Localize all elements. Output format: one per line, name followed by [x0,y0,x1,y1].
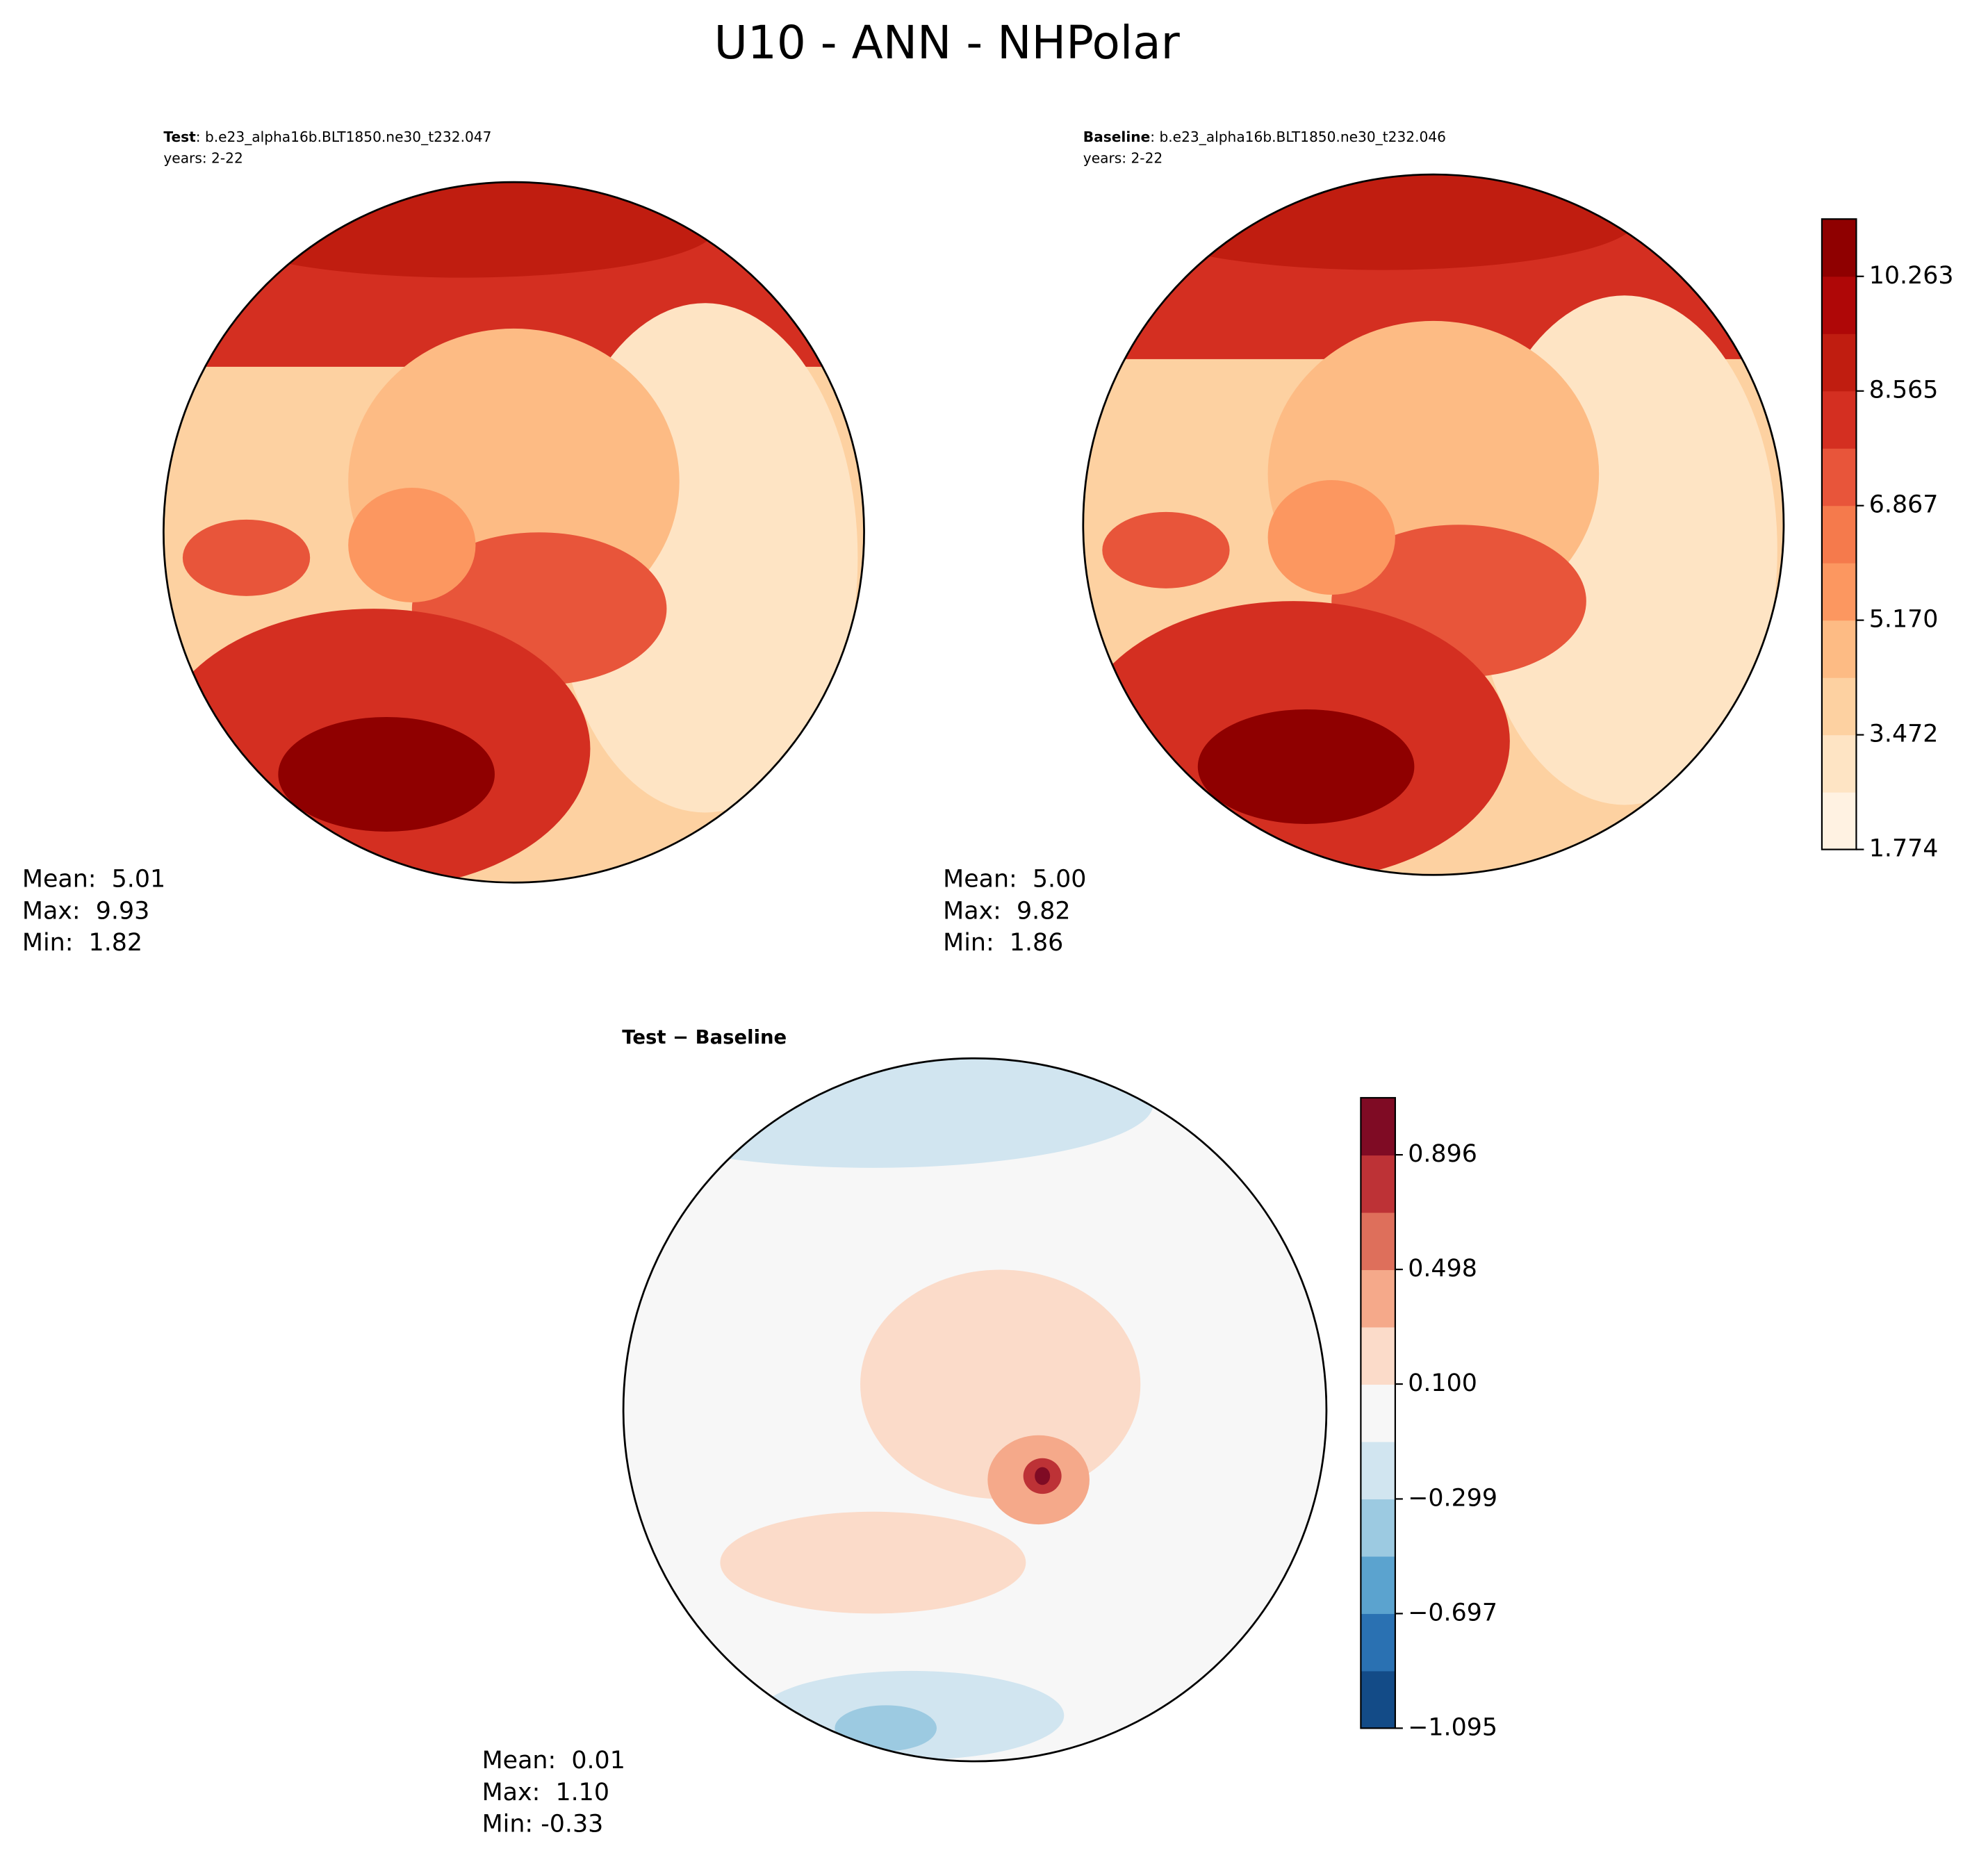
panel-stat: Mean: 5.01 [22,866,165,893]
map [163,182,864,883]
panel-years: years: 2-22 [1083,150,1163,167]
colorbar-band [1821,563,1857,621]
colorbar-band [1821,219,1857,277]
colorbar-band [1821,333,1857,392]
field-region [1197,709,1415,824]
colorbar-band [1821,390,1857,449]
field-region [208,182,718,278]
colorbar-tick-label: 10.263 [1869,262,1954,290]
map [1083,174,1784,875]
colorbar-tick-label: 8.565 [1869,377,1939,404]
colorbar-tick-label: 0.498 [1408,1255,1477,1283]
colorbar-tick-label: −0.697 [1408,1599,1497,1626]
field-region [278,716,495,832]
panel-stat: Max: 1.10 [482,1779,609,1806]
map-boundary [1082,173,1785,876]
field-region [182,519,311,596]
map-boundary [163,181,865,884]
colorbar-band [1361,1670,1395,1729]
colorbar-band [1361,1499,1395,1557]
colorbar-tick-label: 5.170 [1869,606,1939,634]
colorbar-band [1821,276,1857,334]
header-case: : b.e23_alpha16b.BLT1850.ne30_t232.047 [196,128,492,145]
field-region [720,1511,1026,1614]
colorbar-band [1361,1384,1395,1442]
colorbar-band [1361,1613,1395,1672]
colorbar-band [1821,792,1857,850]
panel-stat: Mean: 5.00 [943,866,1086,893]
header-bold: Test [163,128,196,145]
field-region [623,1058,1153,1168]
colorbar-band [1821,505,1857,563]
colorbar-frame [1360,1096,1396,1729]
colorbar-band [1821,734,1857,793]
colorbar-tick-label: 3.472 [1869,720,1939,748]
map [623,1058,1326,1762]
field-region [835,1705,937,1752]
panel-header: Baseline: b.e23_alpha16b.BLT1850.ne30_t2… [1083,128,1446,145]
colorbar-band [1361,1326,1395,1385]
header-case: : b.e23_alpha16b.BLT1850.ne30_t232.046 [1150,128,1446,145]
panel-years: years: 2-22 [163,150,243,167]
field-region [1102,511,1230,588]
colorbar-tick-label: 1.774 [1869,835,1939,863]
panel-stat: Min: -0.33 [482,1811,604,1838]
field-region [348,488,476,603]
panel-header: Test − Baseline [622,1026,787,1048]
colorbar-band [1361,1556,1395,1614]
colorbar-band [1361,1212,1395,1271]
colorbar-tick-label: −0.299 [1408,1484,1497,1512]
panel-stat: Max: 9.93 [22,897,149,925]
panel-stat: Max: 9.82 [943,897,1070,925]
field-region [1035,1467,1051,1485]
field-region [1267,480,1395,595]
colorbar-band [1361,1155,1395,1213]
panel-stat: Mean: 0.01 [482,1747,625,1774]
colorbar-band [1361,1269,1395,1328]
field-region [1127,174,1638,270]
colorbar-frame [1821,218,1857,850]
colorbar-tick-label: 6.867 [1869,491,1939,519]
panel-stat: Min: 1.82 [22,929,142,957]
colorbar-band [1821,677,1857,736]
header-bold: Baseline [1083,128,1150,145]
colorbar-tick-label: 0.896 [1408,1140,1477,1168]
colorbar-tick-label: 0.100 [1408,1369,1477,1397]
panel-stat: Min: 1.86 [943,929,1063,957]
colorbar-band [1821,620,1857,678]
map-boundary [622,1057,1328,1763]
colorbar-band [1361,1098,1395,1156]
panel-header: Test: b.e23_alpha16b.BLT1850.ne30_t232.0… [163,128,491,145]
figure-title: U10 - ANN - NHPolar [714,16,1181,69]
colorbar-tick-label: −1.095 [1408,1713,1497,1741]
field-region [860,1269,1141,1499]
colorbar-band [1821,448,1857,507]
colorbar-band [1361,1441,1395,1499]
